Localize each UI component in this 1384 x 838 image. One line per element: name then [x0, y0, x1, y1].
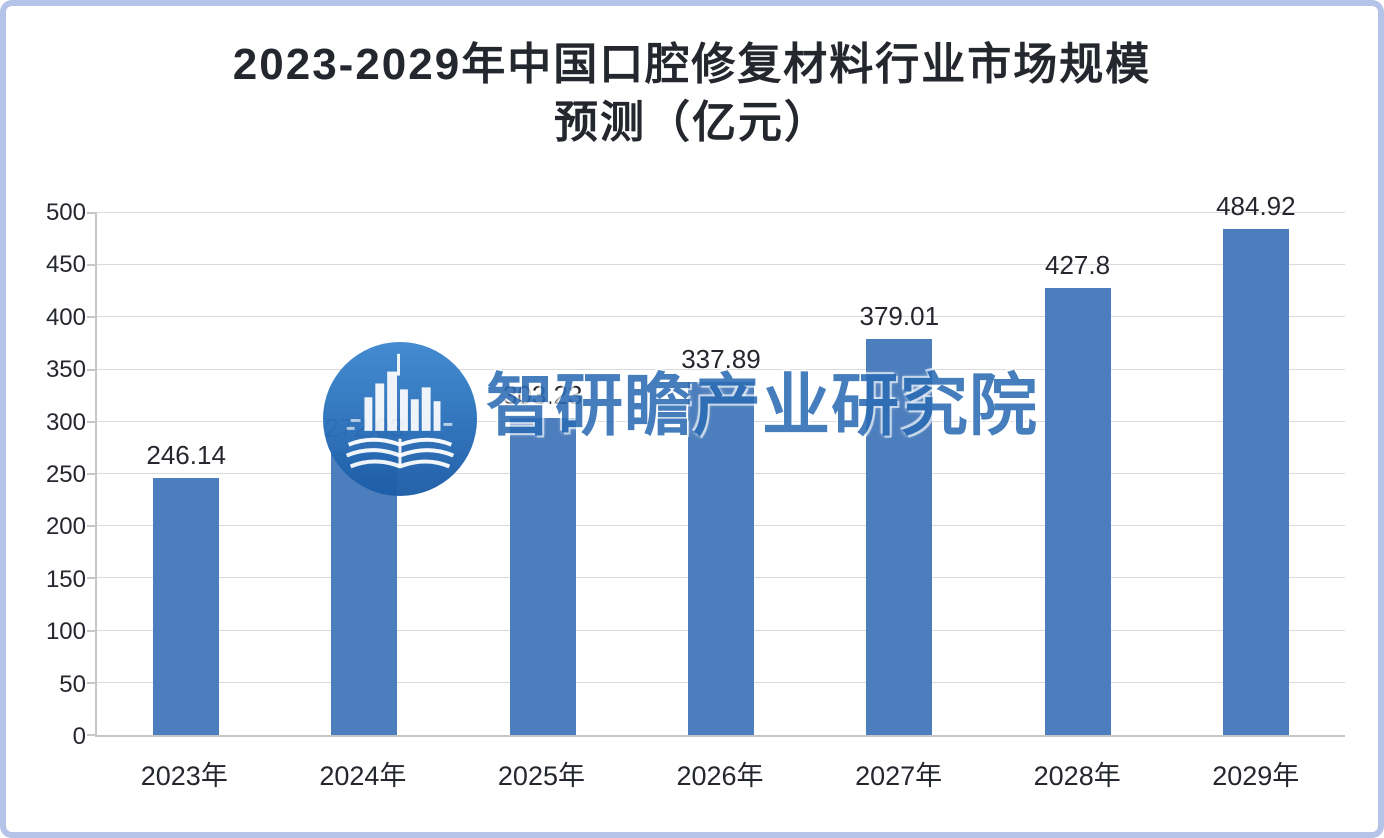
bar-column: 427.8 — [988, 213, 1166, 735]
bar-column: 379.01 — [810, 213, 988, 735]
bar-column: 484.92 — [1167, 193, 1345, 735]
y-tick-label: 150 — [45, 565, 86, 593]
y-axis-tick — [87, 525, 97, 528]
bar-value-label: 246.14 — [146, 440, 226, 471]
x-axis: 2023年 2024年 2025年 2026年 2027年 2028年 2029年 — [95, 754, 1345, 793]
y-tick-label: 50 — [59, 670, 86, 698]
x-category-label: 2027年 — [855, 761, 943, 791]
y-axis-tick — [87, 577, 97, 580]
y-axis-tick — [87, 420, 97, 423]
y-tick-label: 100 — [45, 618, 86, 646]
x-category-label: 2023年 — [140, 761, 228, 791]
y-axis-tick — [87, 629, 97, 632]
bar-column: 246.14 — [97, 213, 275, 735]
bar-column: 337.89 — [632, 213, 810, 735]
y-axis-tick — [87, 368, 97, 371]
bar-2028 — [1044, 288, 1111, 735]
plot-area: 246.14 272.03 303.23 337.89 379.01 427.8 484.9… — [87, 193, 1345, 737]
y-axis-tick — [87, 212, 97, 214]
y-axis-tick — [87, 316, 97, 319]
bar-2029 — [1222, 228, 1289, 735]
y-axis-tick — [87, 734, 97, 736]
y-tick-label: 0 — [72, 723, 86, 750]
x-category-label: 2028年 — [1033, 761, 1121, 791]
y-tick-label: 250 — [45, 461, 86, 488]
x-category-label: 2026年 — [676, 761, 764, 791]
x-category-label: 2024年 — [319, 761, 407, 791]
y-axis-tick — [87, 264, 97, 267]
gridline — [97, 368, 1345, 370]
chart-title-line1: 2023-2029年中国口腔修复材料行业市场规模 — [232, 40, 1152, 89]
bar-column: 303.23 — [454, 213, 632, 735]
bar-2023 — [153, 478, 220, 735]
y-axis: 0 50 100 150 200 250 300 350 400 450 500 — [14, 201, 86, 749]
bar-value-label: 272.03 — [324, 413, 405, 444]
bar-2025 — [509, 418, 576, 735]
gridline — [97, 212, 1345, 213]
bars-group: 246.14 272.03 303.23 337.89 379.01 427.8 484.9… — [97, 193, 1345, 735]
y-tick-label: 400 — [45, 303, 86, 331]
chart-title-line2: 预测（亿元） — [554, 98, 830, 148]
bar-value-label: 379.01 — [859, 301, 940, 332]
gridline — [97, 316, 1345, 318]
y-tick-label: 350 — [45, 356, 86, 384]
bar-value-label: 303.23 — [502, 380, 583, 411]
y-tick-label: 450 — [45, 251, 86, 279]
bar-value-label: 337.89 — [681, 344, 761, 375]
bar-2026 — [687, 382, 754, 735]
y-tick-label: 200 — [45, 513, 86, 541]
bar-2027 — [866, 339, 933, 735]
y-axis-tick — [87, 681, 97, 684]
bar-column: 272.03 — [275, 213, 453, 735]
bar-value-label: 484.92 — [1216, 190, 1296, 221]
y-axis-tick — [87, 473, 97, 475]
gridline — [97, 264, 1345, 266]
bar-2024 — [331, 451, 398, 735]
chart-title: 2023-2029年中国口腔修复材料行业市场规模 预测（亿元） — [6, 36, 1378, 152]
x-category-label: 2029年 — [1212, 761, 1300, 791]
x-category-label: 2025年 — [497, 761, 585, 791]
y-tick-label: 500 — [45, 199, 86, 226]
y-tick-label: 300 — [45, 408, 86, 436]
bar-value-label: 427.8 — [1045, 250, 1111, 281]
